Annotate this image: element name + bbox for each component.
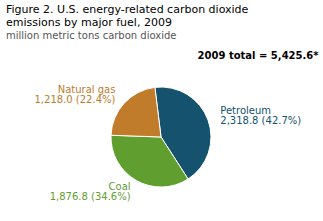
svg-text:Petroleum2,318.8 (42.7%): Petroleum2,318.8 (42.7%): [220, 105, 301, 126]
html-text:million metric tons carbon dio: million metric tons carbon dioxide: [6, 30, 177, 41]
svg-text:Coal1,876.8 (34.6%): Coal1,876.8 (34.6%): [50, 181, 131, 202]
svg-text:2009 total = 5,425.6*: 2009 total = 5,425.6*: [198, 50, 320, 61]
html-text:Figure 2. U.S. energy-related: Figure 2. U.S. energy-related carbon dio…: [6, 3, 249, 29]
svg-text:Natural gas1,218.0 (22.4%): Natural gas1,218.0 (22.4%): [34, 84, 115, 105]
